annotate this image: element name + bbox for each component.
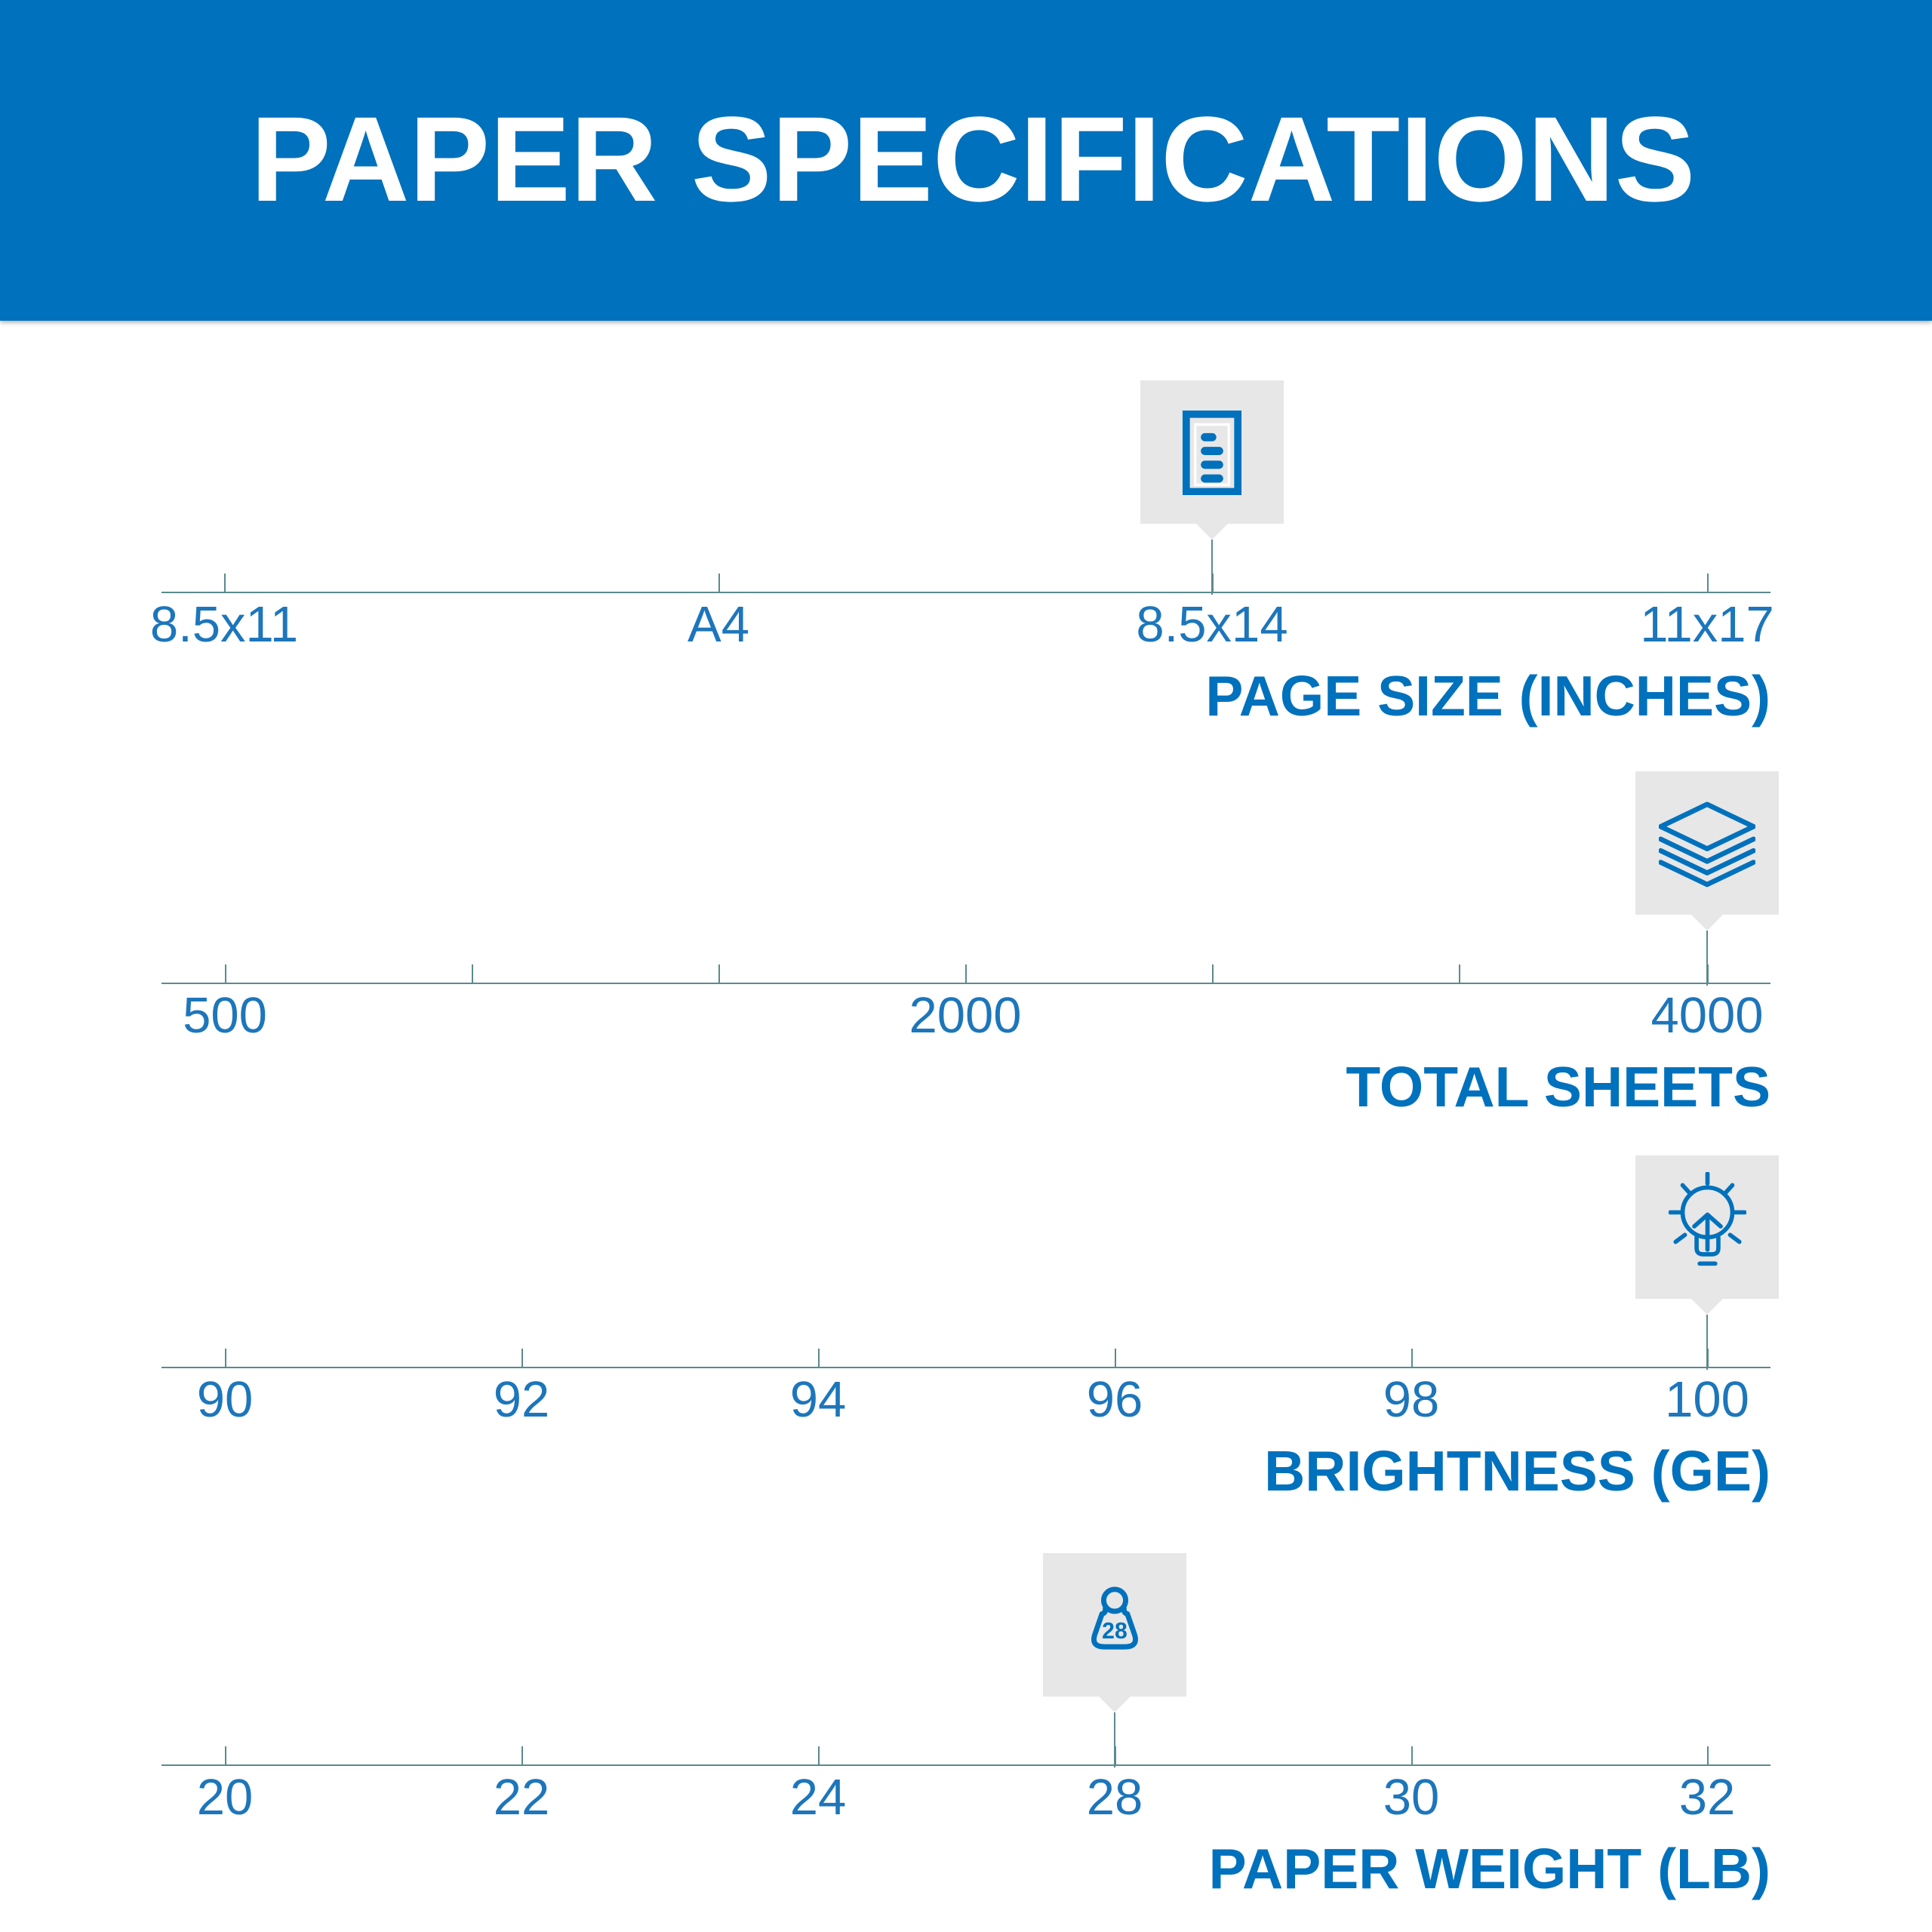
- svg-text:28: 28: [1102, 1619, 1128, 1644]
